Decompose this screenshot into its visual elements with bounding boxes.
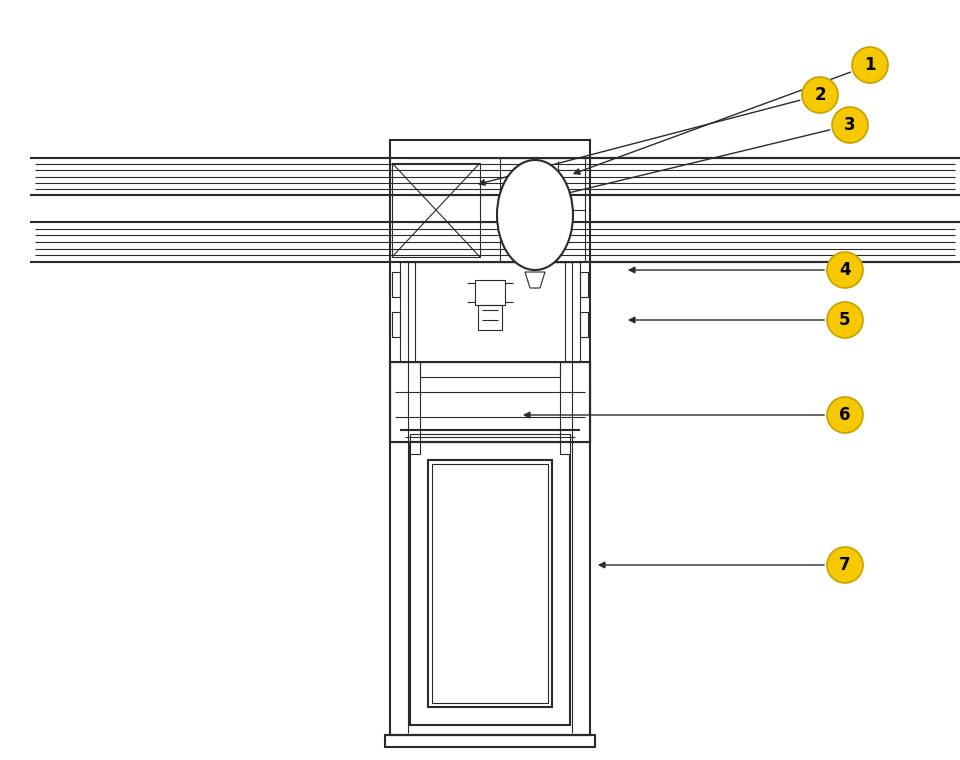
Text: 1: 1	[864, 56, 876, 74]
Bar	[392, 272, 400, 297]
Ellipse shape	[497, 160, 573, 270]
Circle shape	[827, 397, 863, 433]
Bar	[410, 434, 570, 442]
Text: 2: 2	[814, 86, 826, 104]
Bar	[478, 305, 502, 330]
Bar	[400, 262, 580, 362]
Polygon shape	[525, 272, 545, 288]
Text: 4: 4	[839, 261, 851, 279]
Circle shape	[827, 252, 863, 288]
Bar	[390, 362, 420, 442]
Bar	[390, 140, 590, 735]
Bar	[410, 442, 420, 454]
Circle shape	[827, 302, 863, 338]
Text: 7: 7	[839, 556, 851, 574]
Text: 6: 6	[839, 406, 851, 424]
Bar	[390, 362, 590, 442]
Bar	[580, 272, 588, 297]
Bar	[410, 442, 570, 725]
Circle shape	[852, 47, 888, 83]
Bar	[385, 735, 595, 747]
Text: 5: 5	[839, 311, 851, 329]
Bar	[475, 280, 505, 305]
Bar	[580, 312, 588, 337]
Bar	[432, 464, 548, 703]
Bar	[420, 362, 560, 377]
Bar	[392, 312, 400, 337]
Bar	[392, 163, 480, 257]
Bar	[428, 460, 552, 707]
Bar	[560, 362, 590, 442]
Circle shape	[827, 547, 863, 583]
Bar	[560, 442, 570, 454]
Text: 3: 3	[844, 116, 855, 134]
Bar	[500, 158, 585, 262]
Circle shape	[802, 77, 838, 113]
Circle shape	[832, 107, 868, 143]
